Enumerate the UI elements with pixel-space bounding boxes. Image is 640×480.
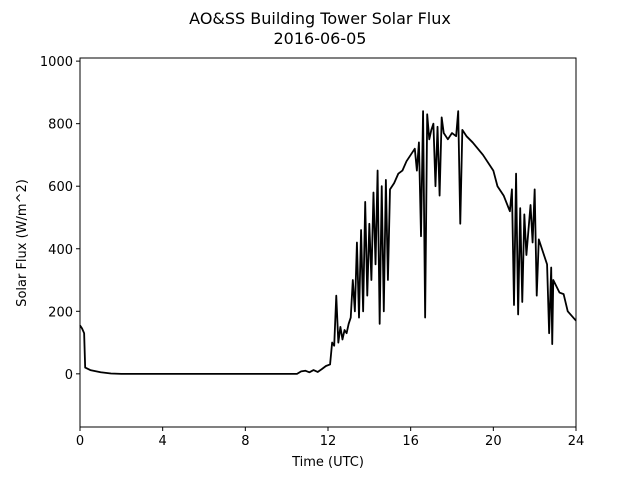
chart-subtitle: 2016-06-05 — [274, 29, 367, 48]
x-tick-label: 24 — [568, 434, 585, 449]
x-axis-label: Time (UTC) — [291, 455, 364, 470]
x-tick-label: 0 — [76, 434, 84, 449]
y-tick-label: 0 — [65, 368, 73, 383]
x-tick-label: 12 — [320, 434, 337, 449]
chart-title: AO&SS Building Tower Solar Flux — [189, 9, 451, 28]
y-tick-label: 800 — [48, 118, 73, 133]
plot-frame — [79, 57, 577, 428]
y-axis-label: Solar Flux (W/m^2) — [15, 179, 30, 307]
x-tick-label: 4 — [159, 434, 167, 449]
y-tick-label: 600 — [48, 180, 73, 195]
x-tick-label: 16 — [402, 434, 419, 449]
y-tick-label: 1000 — [40, 55, 73, 70]
y-tick-label: 200 — [48, 305, 73, 320]
x-tick-label: 8 — [241, 434, 249, 449]
x-tick-label: 20 — [485, 434, 502, 449]
y-tick-label: 400 — [48, 243, 73, 258]
data-line — [79, 110, 577, 375]
